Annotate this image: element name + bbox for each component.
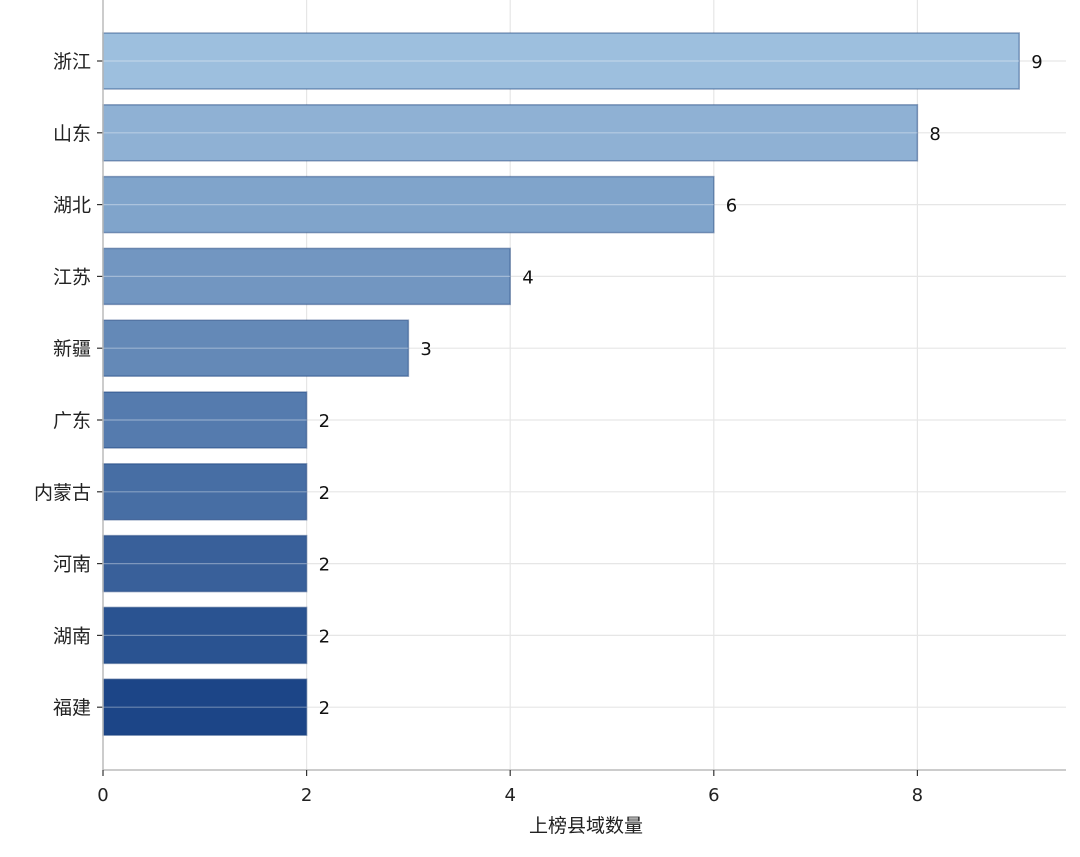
x-tick-label: 8 [912, 785, 923, 806]
bar-6 [102, 463, 308, 521]
bar-4 [102, 319, 410, 377]
bar-1 [102, 104, 919, 162]
bar-5 [102, 391, 308, 449]
y-tick-label: 河南 [53, 554, 91, 576]
y-tick-label: 湖北 [53, 195, 91, 217]
y-tick-label: 广东 [53, 410, 91, 432]
bar-value-label: 2 [319, 698, 330, 719]
bar-value-label: 4 [522, 267, 533, 288]
x-tick-label: 6 [708, 785, 719, 806]
bar-layer: 9 8 6 4 3 2 2 2 2 2 [102, 32, 1043, 736]
y-tick-label: 内蒙古 [34, 482, 91, 504]
bar-8 [102, 606, 308, 665]
x-tick-label: 0 [97, 785, 108, 806]
bar-9 [102, 678, 308, 736]
bar-value-label: 3 [420, 339, 431, 360]
bar-value-label: 2 [319, 483, 330, 504]
y-tick-label: 福建 [53, 697, 91, 719]
bar-7 [102, 534, 308, 593]
y-tick-label: 湖南 [53, 625, 91, 647]
bar-0 [102, 32, 1020, 90]
x-tick-label: 4 [504, 785, 515, 806]
bar-value-label: 2 [319, 411, 330, 432]
y-tick-label: 江苏 [53, 266, 91, 288]
bar-value-label: 2 [319, 555, 330, 576]
bar-value-label: 9 [1031, 52, 1042, 73]
x-tick-label: 2 [301, 785, 312, 806]
y-tick-label: 浙江 [53, 51, 91, 73]
x-axis-title: 上榜县域数量 [529, 815, 643, 837]
y-tick-label: 新疆 [53, 338, 91, 360]
y-tick-label: 山东 [53, 123, 91, 145]
bar-2 [102, 175, 715, 234]
bar-value-label: 8 [929, 124, 940, 145]
bar-value-label: 2 [319, 626, 330, 647]
bar-3 [102, 247, 511, 306]
bar-value-label: 6 [726, 196, 737, 217]
